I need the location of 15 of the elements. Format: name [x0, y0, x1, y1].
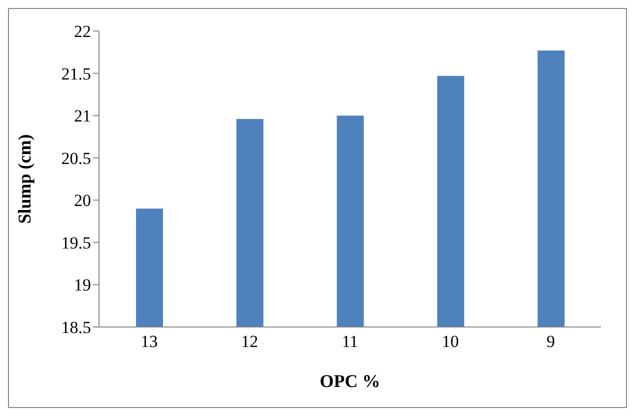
y-tick-label: 21.5: [61, 64, 91, 84]
y-tick-label: 19: [74, 276, 91, 295]
y-tick-label: 19.5: [61, 233, 91, 252]
x-tick-label: 12: [241, 332, 258, 352]
x-tick-label: 11: [342, 332, 358, 352]
x-axis-title: OPC %: [320, 371, 380, 391]
y-tick-label: 20: [74, 191, 91, 210]
y-tick-label: 18.5: [61, 318, 91, 338]
x-tick-label: 13: [140, 332, 158, 352]
x-tick-label: 9: [546, 332, 556, 352]
y-axis-title: Slump (cm): [14, 134, 34, 224]
y-tick-label: 22: [74, 22, 91, 42]
y-tick-label: 20.5: [61, 148, 91, 168]
y-tick-label: 21: [74, 106, 91, 126]
x-tick-label: 10: [442, 332, 459, 352]
